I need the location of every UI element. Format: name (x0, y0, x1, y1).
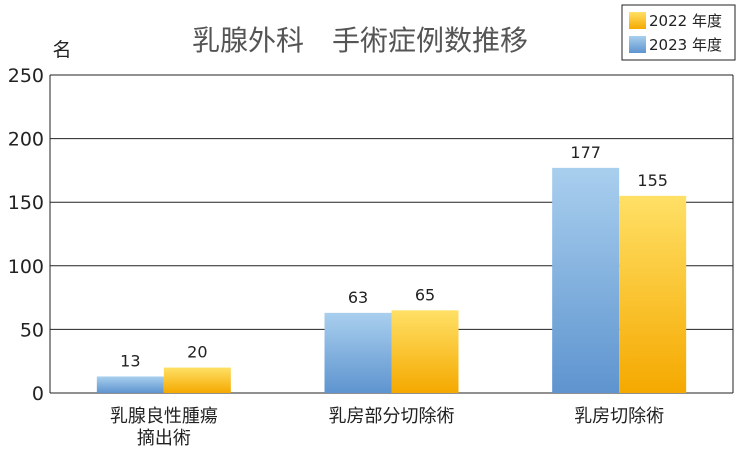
y-tick-label: 100 (8, 256, 44, 278)
chart-title: 乳腺外科 手術症例数推移 (192, 24, 528, 57)
legend-swatch-2023 (629, 36, 646, 53)
y-tick-label: 150 (8, 192, 44, 214)
legend: 2022 年度 2023 年度 (621, 4, 736, 61)
data-labels: 13 20 63 65 177 155 (120, 143, 668, 371)
y-axis-unit-label: 名 (52, 39, 71, 61)
bar-blue (552, 167, 620, 393)
x-tick-label: 乳房切除術 (574, 406, 664, 427)
bar-blue (324, 312, 392, 393)
bar-value-label: 63 (348, 288, 368, 307)
bar-value-label: 13 (120, 351, 140, 370)
bar-blue (96, 376, 164, 393)
bar-value-label: 177 (570, 143, 601, 162)
bar-value-label: 65 (415, 285, 435, 304)
legend-label-2022: 2022 年度 (649, 12, 722, 30)
bar-orange (391, 310, 459, 393)
legend-label-2023: 2023 年度 (649, 36, 722, 54)
y-tick-label: 0 (32, 383, 44, 405)
y-tick-labels: 0 50 100 150 200 250 (8, 65, 44, 405)
x-tick-label: 乳腺良性腫瘍 (110, 406, 218, 427)
bars (96, 167, 687, 393)
y-tick-label: 200 (8, 129, 44, 151)
x-tick-label: 摘出術 (137, 428, 191, 449)
y-tick-label: 50 (20, 319, 44, 341)
bar-orange (619, 195, 687, 393)
y-tick-label: 250 (8, 65, 44, 87)
bar-orange (163, 367, 231, 393)
x-tick-label: 乳房部分切除術 (329, 406, 455, 427)
legend-swatch-2022 (629, 12, 646, 29)
bar-value-label: 20 (187, 343, 207, 362)
bar-value-label: 155 (637, 171, 668, 190)
